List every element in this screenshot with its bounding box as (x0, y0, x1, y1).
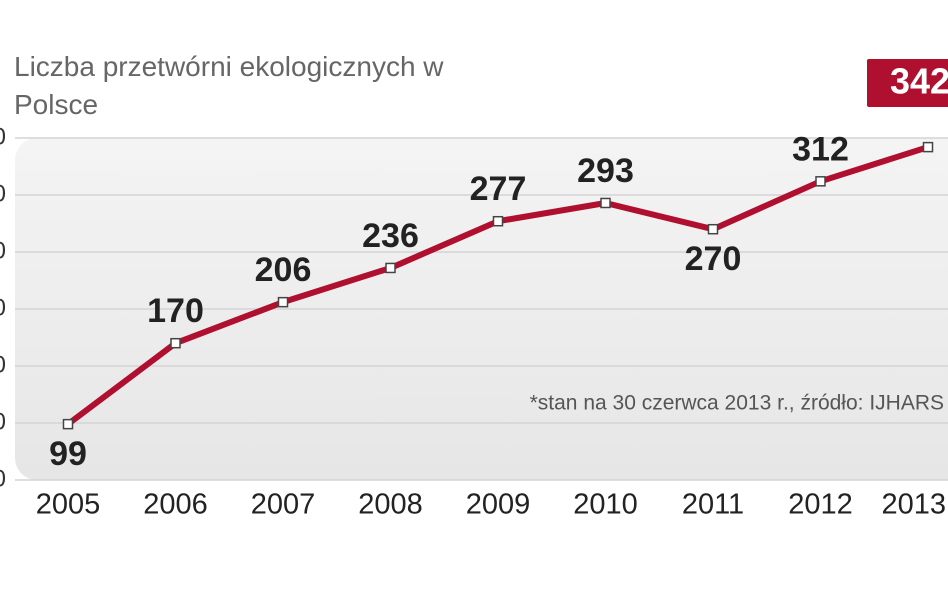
value-label: 277 (470, 170, 527, 208)
x-tick-label: 2011 (682, 489, 744, 521)
value-label: 99 (49, 435, 87, 473)
marker (170, 337, 181, 349)
chart-title: Liczba przetwórni ekologicznych w Polsce (14, 51, 444, 120)
marker (62, 418, 74, 430)
x-tick-label: 2009 (466, 489, 531, 521)
x-tick-label: 2013 (881, 489, 946, 521)
marker (600, 197, 611, 209)
marker (385, 262, 396, 274)
y-tick-label: 350 (0, 123, 6, 150)
marker (707, 223, 719, 235)
x-tick-label: 2006 (143, 489, 208, 521)
value-label: 206 (255, 251, 312, 289)
y-tick-label: 200 (0, 294, 6, 321)
value-label: 270 (685, 240, 742, 278)
y-tick-label: 250 (0, 237, 6, 264)
marker (922, 141, 934, 153)
y-tick-label: 100 (0, 408, 6, 435)
x-tick-label: 2008 (358, 489, 423, 521)
y-tick-label: 150 (0, 351, 6, 378)
value-label: 312 (792, 130, 849, 168)
x-tick-label: 2007 (251, 489, 316, 521)
x-tick-label: 2012 (788, 489, 853, 521)
marker (492, 215, 504, 227)
y-tick-label: 50 (0, 465, 6, 492)
x-tick-label: 2010 (573, 489, 638, 521)
value-label: 293 (577, 152, 634, 190)
marker (277, 296, 289, 308)
x-tick-label: 2005 (36, 489, 101, 521)
value-label-box (865, 57, 948, 109)
y-tick-label: 300 (0, 180, 6, 207)
marker (815, 176, 826, 187)
note: *stan na 30 czerwca 2013 r., źródło: IJH… (530, 392, 944, 415)
value-label: 342 (890, 61, 948, 102)
value-label: 236 (362, 217, 419, 255)
value-label: 170 (147, 292, 204, 330)
